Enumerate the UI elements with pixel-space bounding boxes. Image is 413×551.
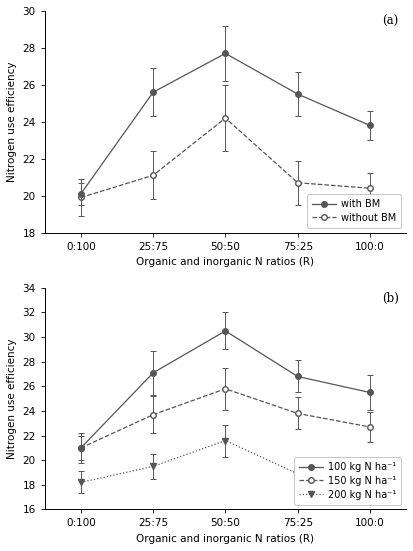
Y-axis label: Nitrogen use efficiency: Nitrogen use efficiency: [7, 338, 17, 459]
Y-axis label: Nitrogen use efficiency: Nitrogen use efficiency: [7, 62, 17, 182]
X-axis label: Organic and inorganic N ratios (R): Organic and inorganic N ratios (R): [136, 257, 314, 267]
Text: (a): (a): [382, 15, 399, 29]
Legend: 100 kg N ha⁻¹, 150 kg N ha⁻¹, 200 kg N ha⁻¹: 100 kg N ha⁻¹, 150 kg N ha⁻¹, 200 kg N h…: [294, 457, 401, 505]
Text: (b): (b): [382, 292, 399, 305]
Legend: with BM, without BM: with BM, without BM: [307, 194, 401, 228]
X-axis label: Organic and inorganic N ratios (R): Organic and inorganic N ratios (R): [136, 534, 314, 544]
